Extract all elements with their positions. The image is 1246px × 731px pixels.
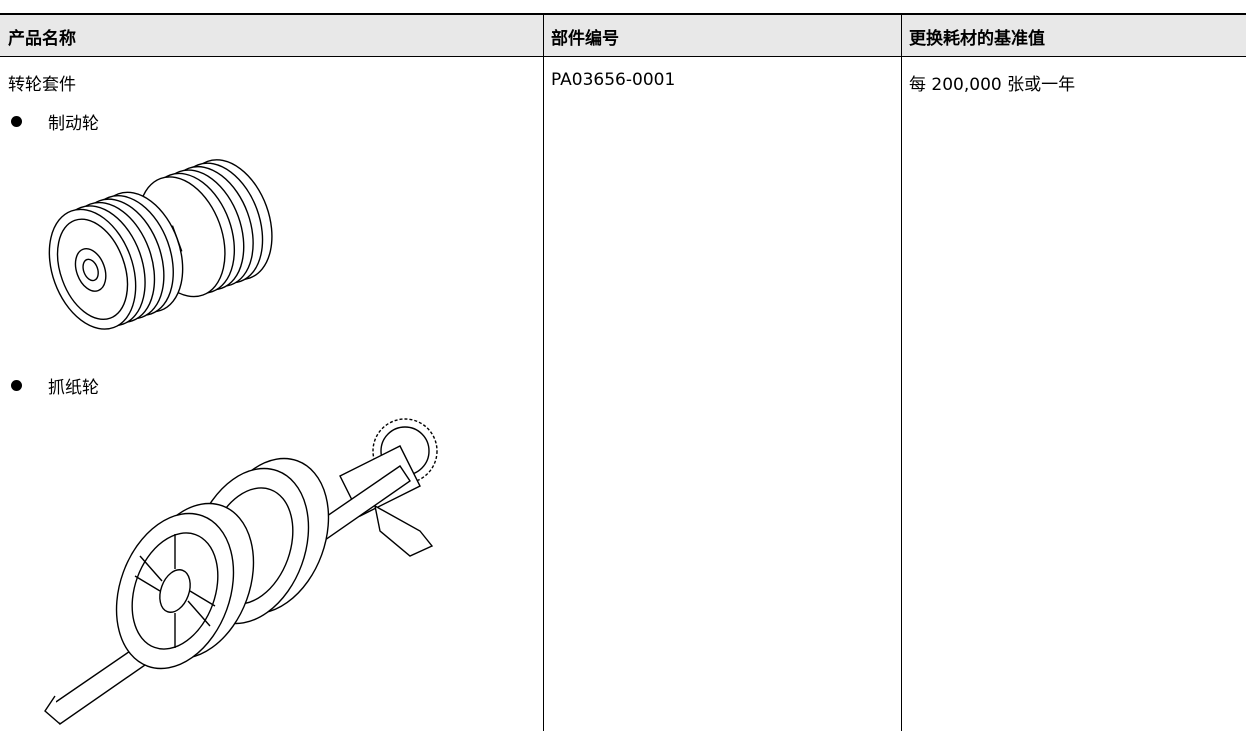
header-cell: 更换耗材的基准值	[909, 29, 1045, 49]
bullet	[11, 116, 22, 127]
part-number: PA03656-0001	[551, 70, 676, 90]
header-row	[0, 13, 1246, 57]
bullet	[11, 380, 22, 391]
header-cell: 部件编号	[551, 29, 619, 49]
product-name: 转轮套件	[8, 75, 76, 95]
column-divider	[543, 13, 544, 731]
part-item: 抓纸轮	[48, 378, 99, 398]
header-cell: 产品名称	[8, 29, 76, 49]
pick-roller-illustration	[44, 418, 438, 726]
replacement-criterion: 每 200,000 张或一年	[909, 75, 1076, 95]
brake-roller-illustration	[48, 159, 273, 330]
part-item: 制动轮	[48, 114, 99, 134]
column-divider	[901, 13, 902, 731]
